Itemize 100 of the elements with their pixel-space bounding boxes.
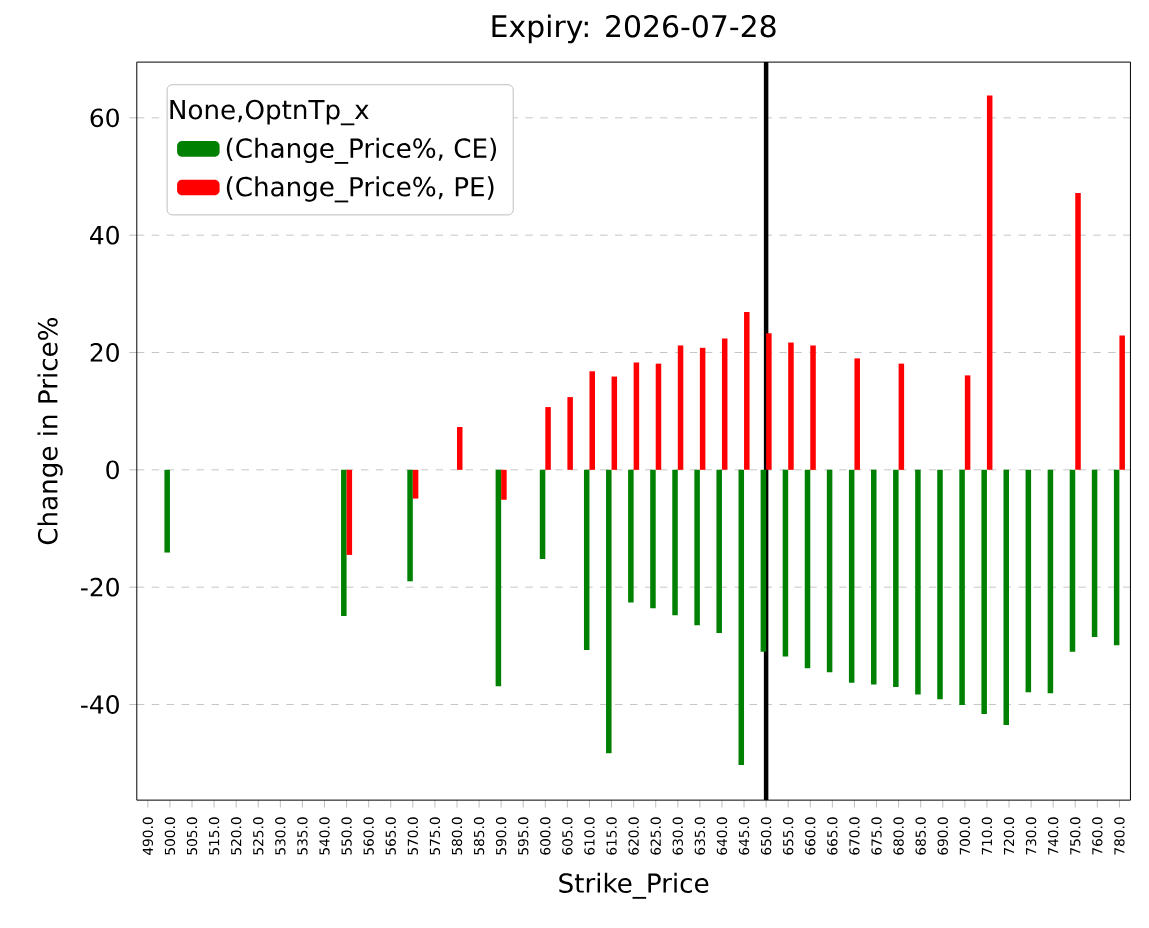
bar	[1091, 469, 1098, 637]
x-tick-label: 665.0	[827, 817, 838, 855]
bar	[672, 469, 678, 616]
bar	[986, 95, 993, 470]
bar	[633, 362, 640, 470]
bar	[848, 469, 855, 683]
y-axis-title: Change in Price%	[37, 317, 63, 545]
x-tick-label: 700.0	[959, 817, 971, 855]
x-tick-label: 720.0	[1003, 817, 1015, 855]
bar	[341, 469, 347, 616]
x-tick-label: 625.0	[650, 817, 661, 855]
x-tick-label: 760.0	[1092, 817, 1103, 855]
x-tick-label: 660.0	[805, 817, 816, 855]
x-tick-label: 750.0	[1070, 817, 1081, 855]
x-tick-label: 610.0	[584, 817, 595, 855]
y-tick-label: 60	[90, 108, 119, 128]
bar	[589, 371, 595, 470]
bar	[782, 469, 789, 657]
x-tick-label: 595.0	[518, 817, 529, 855]
bar	[766, 333, 772, 470]
x-tick-label: 630.0	[672, 817, 683, 855]
bar	[501, 469, 507, 500]
bar	[788, 342, 794, 470]
x-tick-label: 675.0	[871, 817, 882, 855]
bar	[677, 345, 684, 470]
x-tick-label: 710.0	[981, 817, 993, 855]
x-tick-label: 530.0	[275, 817, 286, 855]
bar	[721, 338, 728, 470]
bar	[539, 469, 546, 559]
x-tick-label: 680.0	[893, 817, 904, 855]
bar	[964, 375, 971, 470]
y-tick-label: 0	[106, 460, 119, 480]
x-tick-label: 640.0	[716, 817, 728, 855]
x-tick-label: 520.0	[230, 817, 242, 855]
x-tick-label: 505.0	[186, 817, 198, 855]
x-tick-label: 540.0	[319, 817, 330, 855]
bar	[495, 469, 502, 687]
bar	[854, 358, 860, 470]
bar	[346, 469, 353, 555]
x-tick-label: 600.0	[540, 817, 551, 855]
bar	[915, 469, 921, 695]
x-tick-label: 685.0	[915, 817, 926, 855]
x-tick-label: 650.0	[760, 817, 772, 855]
x-axis-title: Strike_Price	[559, 872, 709, 899]
x-tick-label: 740.0	[1047, 817, 1059, 855]
x-tick-label: 730.0	[1025, 817, 1037, 855]
x-tick-label: 605.0	[562, 817, 573, 855]
legend-label: (Change_Price%, PE)	[226, 176, 494, 203]
bar	[1069, 469, 1076, 652]
bar	[898, 363, 905, 470]
x-tick-label: 570.0	[407, 817, 418, 855]
x-tick-label: 590.0	[495, 817, 507, 855]
bar	[628, 469, 634, 603]
x-tick-label: 780.0	[1114, 817, 1125, 855]
x-tick-label: 580.0	[451, 817, 463, 855]
bar	[1025, 469, 1032, 693]
bar	[694, 469, 700, 626]
bar	[1003, 469, 1010, 725]
bar	[981, 469, 987, 714]
x-tick-label: 615.0	[606, 817, 617, 855]
x-tick-label: 550.0	[341, 817, 352, 855]
bar	[545, 407, 551, 470]
x-tick-label: 655.0	[782, 817, 794, 855]
x-tick-label: 535.0	[297, 817, 308, 855]
bar	[937, 469, 943, 700]
legend-title: None,OptnTp_x	[170, 99, 369, 126]
x-tick-label: 635.0	[694, 817, 706, 855]
bar	[959, 469, 965, 706]
bar	[826, 469, 833, 673]
y-tick-label: 20	[90, 343, 119, 362]
y-tick-label: -20	[81, 577, 119, 597]
bar	[611, 376, 618, 470]
bar	[655, 363, 662, 470]
bar	[567, 397, 573, 470]
x-tick-label: 565.0	[385, 817, 396, 855]
x-tick-label: 575.0	[429, 817, 441, 855]
x-tick-label: 560.0	[363, 817, 374, 855]
bar	[1113, 469, 1120, 646]
bar	[1075, 192, 1081, 470]
chart-title: Expiry: 2026-07-28	[492, 14, 776, 44]
bar	[1047, 469, 1054, 694]
y-tick-label: 40	[90, 225, 119, 245]
bar	[606, 469, 612, 754]
bar	[1119, 335, 1125, 470]
bar	[650, 469, 656, 609]
x-tick-label: 645.0	[738, 817, 750, 855]
bar	[871, 469, 877, 685]
bar	[456, 426, 463, 470]
bar	[407, 469, 413, 582]
x-tick-label: 500.0	[164, 817, 176, 855]
x-tick-label: 490.0	[142, 817, 154, 855]
bar	[810, 345, 816, 470]
bar	[716, 469, 722, 633]
bar	[164, 469, 170, 553]
bar	[583, 469, 590, 650]
x-tick-label: 585.0	[473, 817, 485, 855]
bar	[744, 311, 750, 470]
x-tick-label: 525.0	[253, 817, 264, 855]
x-tick-label: 620.0	[628, 817, 639, 855]
bar	[412, 469, 419, 499]
